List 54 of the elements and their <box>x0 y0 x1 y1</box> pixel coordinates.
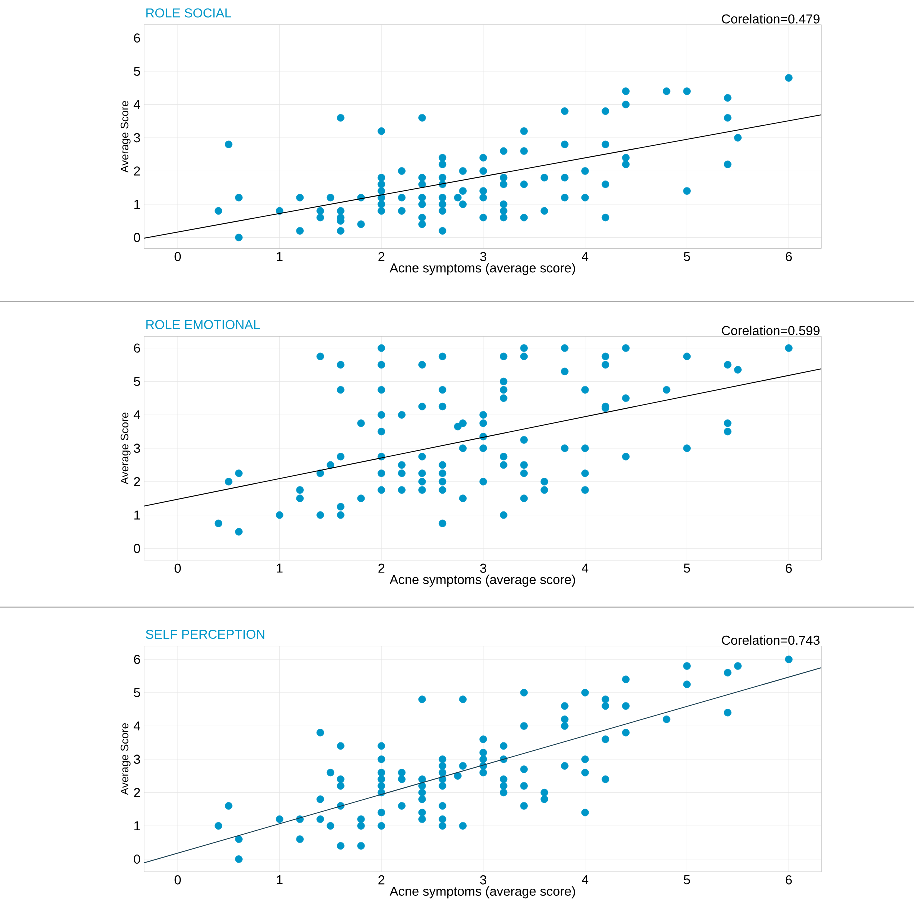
x-tick-label: 4 <box>582 252 589 262</box>
y-axis-title: Average Score <box>120 724 131 796</box>
x-tick-label: 5 <box>684 252 690 262</box>
x-axis-title: Acne symptoms (average score) <box>390 574 576 587</box>
x-tick-label: 0 <box>174 876 182 885</box>
y-tick-label: 3 <box>134 444 140 454</box>
y-tick-label: 1 <box>134 510 140 520</box>
text: Corelation=0.743 <box>722 636 820 646</box>
x-tick-label: 6 <box>786 876 792 885</box>
y-axis-title: Average Score <box>120 412 131 485</box>
y-tick-label: 4 <box>134 100 140 110</box>
y-tick-label: 3 <box>134 754 140 764</box>
x-tick-label: 1 <box>277 564 283 573</box>
x-tick-label: 4 <box>582 564 589 573</box>
x-tick-label: 5 <box>684 564 690 573</box>
y-tick-label: 2 <box>134 166 140 176</box>
y-tick-label: 0 <box>134 544 140 554</box>
x-tick-label: 3 <box>480 252 487 262</box>
x-tick-label: 4 <box>582 876 589 884</box>
y-tick-label: 6 <box>134 344 140 353</box>
y-tick-label: 6 <box>134 34 140 43</box>
y-tick-label: 2 <box>134 788 140 798</box>
chart-title: ROLE SOCIAL <box>146 8 232 18</box>
x-axis-title: Acne symptoms (average score) <box>390 263 576 276</box>
y-tick-label: 0 <box>134 854 140 864</box>
chart-title: SELF PERCEPTION <box>146 630 265 640</box>
chart-title: ROLE EMOTIONAL <box>146 320 260 330</box>
y-tick-label: 0 <box>134 233 140 242</box>
y-tick-label: 5 <box>134 377 140 386</box>
x-tick-label: 2 <box>378 252 385 262</box>
y-tick-label: 5 <box>134 688 140 698</box>
x-tick-label: 5 <box>684 876 690 885</box>
y-tick-label: 4 <box>134 722 140 731</box>
x-tick-label: 1 <box>277 252 283 262</box>
x-tick-label: 3 <box>480 876 487 885</box>
x-tick-label: 2 <box>378 564 385 573</box>
y-axis-title: Average Score <box>120 101 131 173</box>
text: Corelation=0.599 <box>722 326 820 336</box>
x-tick-label: 6 <box>786 564 792 574</box>
y-tick-label: 5 <box>134 66 140 76</box>
y-tick-label: 6 <box>134 655 140 664</box>
y-tick-label: 1 <box>134 200 140 209</box>
x-tick-label: 3 <box>480 564 487 574</box>
y-tick-label: 4 <box>134 410 140 420</box>
y-tick-label: 3 <box>134 133 140 143</box>
x-tick-label: 2 <box>378 876 385 885</box>
x-tick-label: 0 <box>174 252 182 262</box>
x-tick-label: 6 <box>786 252 792 262</box>
x-tick-label: 1 <box>277 876 283 884</box>
y-tick-label: 1 <box>134 822 140 831</box>
y-tick-label: 2 <box>134 477 140 486</box>
text: Corelation=0.479 <box>722 14 820 24</box>
x-tick-label: 0 <box>174 564 182 574</box>
x-axis-title: Acne symptoms (average score) <box>390 886 576 899</box>
